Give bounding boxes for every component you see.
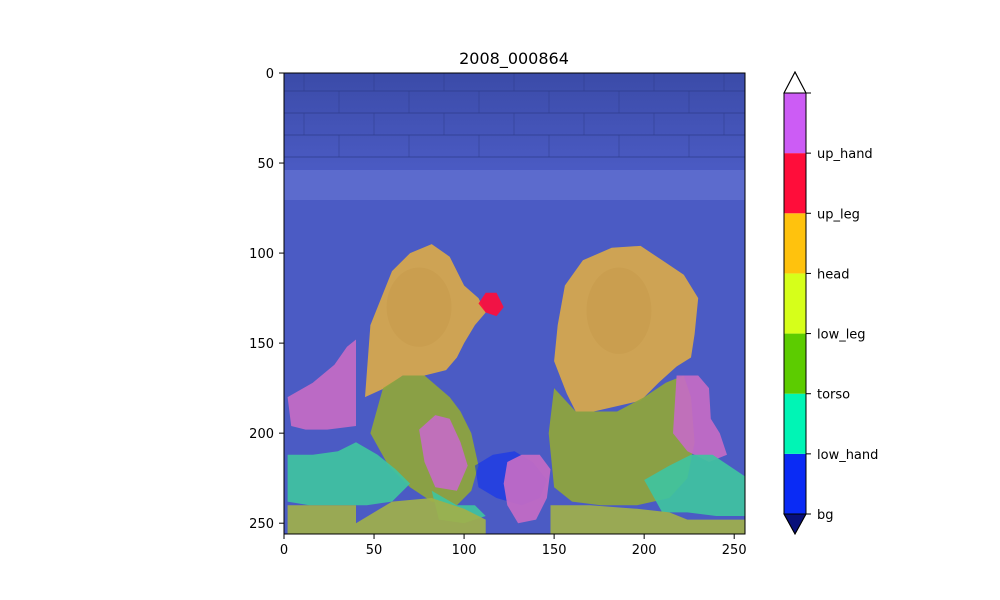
segment-up-hand xyxy=(673,375,727,462)
image-tub-rim xyxy=(284,170,745,200)
y-tick-label: 0 xyxy=(266,67,274,82)
x-tick-label: 0 xyxy=(280,543,288,558)
x-tick-label: 200 xyxy=(632,543,657,558)
wall-tile-lines xyxy=(284,73,745,158)
y-axis: 0 50 100 150 200 250 xyxy=(249,67,284,532)
y-tick-label: 200 xyxy=(249,427,274,442)
segment-low-leg xyxy=(550,505,745,534)
segment-up-leg xyxy=(478,292,504,317)
segment-low-leg xyxy=(356,498,486,534)
colorbar-swatch-low-hand xyxy=(784,393,806,454)
plot-area xyxy=(284,73,745,534)
colorbar-swatch-up-leg xyxy=(784,153,806,214)
colorbar-swatch-torso xyxy=(784,333,806,394)
segment-up-hand xyxy=(287,339,356,430)
colorbar-label: bg xyxy=(817,508,834,523)
y-tick-label: 100 xyxy=(249,247,274,262)
x-tick-label: 250 xyxy=(722,543,747,558)
face-region xyxy=(586,267,652,354)
colorbar-extend-max xyxy=(783,70,807,94)
chart-title: 2008_000864 xyxy=(459,49,569,69)
colorbar-swatch-head xyxy=(784,213,806,274)
colorbar-extend-min xyxy=(783,513,807,536)
colorbar-swatch-bg xyxy=(784,453,806,514)
colorbar-label: up_leg xyxy=(817,207,860,222)
colorbar-label: up_hand xyxy=(817,147,873,162)
x-tick-label: 50 xyxy=(366,543,383,558)
y-tick-label: 150 xyxy=(249,337,274,352)
face-region xyxy=(386,267,452,347)
y-tick-label: 50 xyxy=(257,157,274,172)
x-tick-label: 150 xyxy=(542,543,567,558)
segment-up-hand xyxy=(419,415,468,491)
colorbar-label: head xyxy=(817,267,849,282)
colorbar: bg low_hand torso low_leg head up_leg up_hand xyxy=(783,70,878,536)
skin-highlights xyxy=(386,267,652,354)
segment-low-hand xyxy=(287,442,411,506)
x-axis: 0 50 100 150 200 250 xyxy=(280,534,747,558)
segment-low-hand xyxy=(644,454,745,516)
segment-low-leg xyxy=(287,505,356,534)
plot-frame xyxy=(283,72,746,535)
colorbar-swatch-low-leg xyxy=(784,273,806,334)
colorbar-label: low_leg xyxy=(817,328,866,343)
segmentation-overlay xyxy=(287,244,745,534)
colorbar-swatch-up-hand xyxy=(784,93,806,154)
colorbar-label: low_hand xyxy=(817,448,878,463)
x-tick-label: 100 xyxy=(452,543,477,558)
segment-up-hand xyxy=(503,454,551,524)
colorbar-label: torso xyxy=(817,388,850,403)
y-tick-label: 250 xyxy=(249,517,274,532)
